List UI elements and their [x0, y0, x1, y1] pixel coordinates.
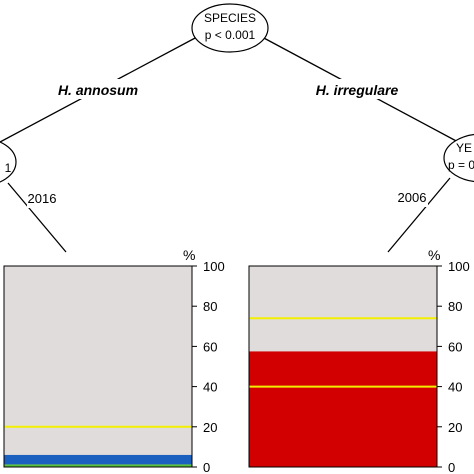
edge-label-right-year: 2006 [398, 190, 427, 205]
axis-tick-label: 20 [203, 420, 217, 435]
right-node-pvalue: p = 0 [448, 158, 474, 172]
terminal-panel-left: 0 20 40 60 80 100% [3, 247, 225, 474]
edge-right-terminal [387, 177, 451, 253]
axis-tick-label: 100 [203, 259, 225, 274]
left-node-text: 1 [5, 161, 12, 175]
axis-tick-label: 100 [448, 259, 470, 274]
panel-frame [3, 265, 193, 468]
panel-segment [4, 464, 192, 467]
axis-tick-label: 60 [448, 339, 462, 354]
root-node-variable: SPECIES [204, 11, 256, 25]
percent-label: % [183, 247, 195, 263]
axis-tick-label: 0 [203, 460, 210, 474]
axis-tick-label: 40 [448, 380, 462, 395]
percent-label: % [428, 247, 440, 263]
right-node-variable: YE [456, 141, 472, 155]
axis-tick-label: 40 [203, 380, 217, 395]
terminal-panel-right: 0 20 40 60 80 100% [248, 247, 470, 474]
axis-tick-label: 60 [203, 339, 217, 354]
root-node-pvalue: p < 0.001 [205, 28, 256, 42]
branch-label-left: H. annosum [58, 82, 138, 98]
panel-segment [249, 351, 437, 467]
right-node [443, 133, 474, 183]
panel-segment [4, 454, 192, 465]
panel-frame [248, 265, 438, 468]
root-node [191, 3, 269, 53]
axis-tick-label: 0 [448, 460, 455, 474]
branch-label-right: H. irregulare [316, 82, 399, 98]
axis-tick-label: 80 [448, 299, 462, 314]
edge-left-terminal [7, 182, 67, 253]
left-node [0, 141, 17, 183]
axis-tick-label: 20 [448, 420, 462, 435]
panel-background [4, 266, 192, 467]
edge-label-left-year: 2016 [28, 191, 57, 206]
axis-tick-label: 80 [203, 299, 217, 314]
